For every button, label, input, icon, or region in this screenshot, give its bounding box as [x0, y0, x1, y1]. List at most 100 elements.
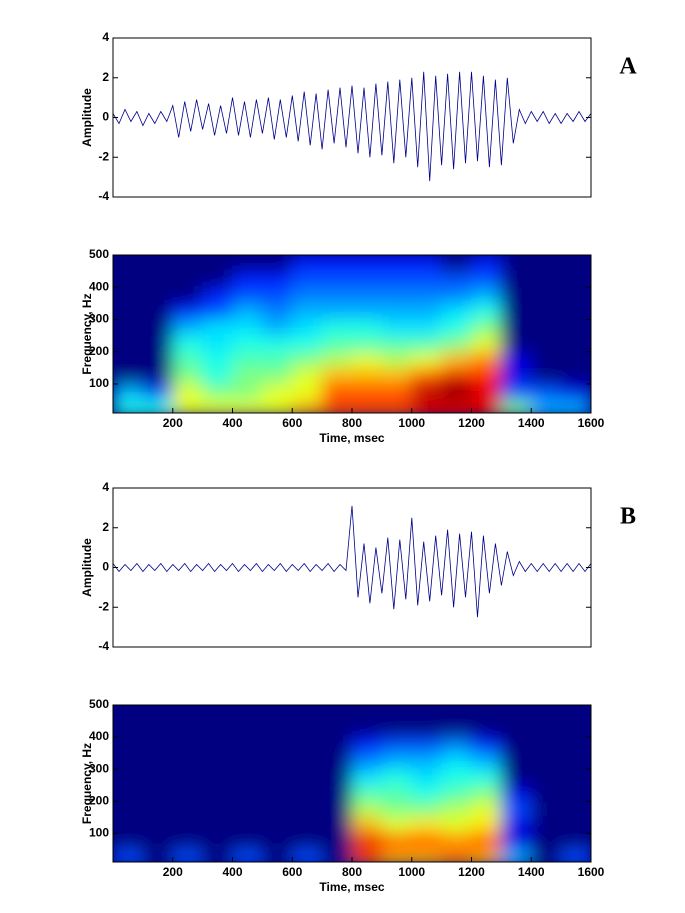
heatmap-cell	[441, 736, 472, 754]
heatmap-cell	[441, 816, 472, 834]
heatmap-cell	[381, 784, 413, 802]
heatmap-cell	[291, 816, 323, 834]
heatmap-cell	[471, 784, 502, 802]
heatmap-cell	[261, 768, 293, 786]
heatmap-cell	[381, 800, 413, 818]
heatmap-cell	[500, 720, 532, 738]
y-tick-label: 100	[89, 825, 109, 839]
heatmap-cell	[261, 399, 293, 413]
heatmap-cell	[232, 318, 263, 337]
heatmap-cell	[202, 286, 233, 304]
heatmap-cell	[471, 752, 502, 770]
heatmap-cell	[351, 784, 383, 802]
heatmap-cell	[321, 752, 353, 770]
heatmap-cell	[113, 335, 144, 353]
heatmap-cell	[172, 302, 204, 320]
heatmap-cell	[172, 270, 204, 288]
y-axis-label: Frequency, Hz	[80, 743, 94, 824]
heatmap-cell	[291, 752, 323, 770]
heatmap-cell	[261, 367, 293, 385]
x-tick-label: 400	[222, 865, 242, 879]
x-tick-label: 1400	[518, 416, 545, 430]
heatmap-cell	[291, 768, 323, 786]
heatmap-cell	[500, 399, 532, 413]
heatmap-cell	[411, 720, 443, 738]
heatmap-cell	[471, 335, 502, 353]
heatmap-cell	[113, 351, 144, 369]
heatmap-cell	[321, 286, 353, 304]
heatmap-cell	[560, 720, 591, 738]
heatmap-cell	[142, 302, 174, 320]
heatmap-cell	[441, 720, 472, 738]
heatmap-cell	[441, 270, 472, 288]
heatmap-cell	[321, 399, 353, 413]
heatmap-cell	[411, 736, 443, 754]
heatmap-cell	[321, 270, 353, 288]
heatmap-cell	[172, 752, 204, 770]
heatmap-cell	[351, 270, 383, 288]
heatmap-cell	[232, 768, 263, 786]
heatmap-cell	[142, 720, 174, 738]
heatmap-cell	[232, 752, 263, 770]
heatmap-cell	[530, 270, 562, 288]
heatmap-cell	[321, 255, 353, 272]
heatmap-cell	[381, 302, 413, 320]
heatmap-cell	[351, 367, 383, 385]
heatmap-cell	[202, 335, 233, 353]
heatmap-cell	[500, 255, 532, 272]
heatmap-cell	[560, 270, 591, 288]
heatmap-cell	[321, 383, 353, 401]
heatmap-cell	[351, 399, 383, 413]
heatmap-cell	[142, 832, 174, 850]
heatmap-cell	[261, 800, 293, 818]
heatmap-cell	[441, 318, 472, 337]
y-axis-label: Amplitude	[80, 88, 94, 147]
heatmap-cell	[291, 848, 323, 862]
heatmap-cell	[232, 832, 263, 850]
heatmap-cell	[172, 800, 204, 818]
heatmap-cell	[321, 351, 353, 369]
heatmap-cell	[471, 383, 502, 401]
heatmap-cell	[471, 720, 502, 738]
heatmap-cell	[560, 302, 591, 320]
heatmap-cell	[142, 816, 174, 834]
heatmap-cell	[261, 752, 293, 770]
x-tick-label: 1200	[458, 865, 485, 879]
subplot: 100 200 300 400 500 200 400 600 800 1000 1200 1400 1…	[80, 697, 604, 894]
heatmap-cell	[321, 816, 353, 834]
heatmap-cell	[202, 720, 233, 738]
heatmap-cell	[351, 335, 383, 353]
heatmap-cell	[441, 784, 472, 802]
heatmap-cell	[411, 752, 443, 770]
x-tick-label: 800	[342, 865, 362, 879]
heatmap-cell	[113, 816, 144, 834]
heatmap-cell	[291, 720, 323, 738]
heatmap-cell	[291, 270, 323, 288]
heatmap-cell	[381, 351, 413, 369]
heatmap-cell	[113, 848, 144, 862]
x-tick-label: 1600	[578, 865, 605, 879]
heatmap-cell	[291, 286, 323, 304]
heatmap-cell	[441, 768, 472, 786]
heatmap-cell	[411, 383, 443, 401]
heatmap-cell	[381, 286, 413, 304]
heatmap-cell	[202, 399, 233, 413]
heatmap-cell	[202, 832, 233, 850]
heatmap-cell	[530, 367, 562, 385]
x-tick-label: 1000	[398, 865, 425, 879]
heatmap	[113, 705, 591, 862]
heatmap-cell	[232, 302, 263, 320]
heatmap-cell	[261, 302, 293, 320]
heatmap-cell	[291, 318, 323, 337]
heatmap-cell	[321, 832, 353, 850]
heatmap-cell	[411, 784, 443, 802]
x-tick-label: 1600	[578, 416, 605, 430]
x-axis-label: Time, msec	[319, 880, 384, 894]
heatmap-cell	[560, 752, 591, 770]
heatmap-cell	[530, 383, 562, 401]
heatmap-cell	[232, 255, 263, 272]
heatmap-cell	[113, 383, 144, 401]
heatmap-cell	[261, 705, 293, 722]
heatmap-cell	[560, 383, 591, 401]
heatmap-cell	[291, 705, 323, 722]
